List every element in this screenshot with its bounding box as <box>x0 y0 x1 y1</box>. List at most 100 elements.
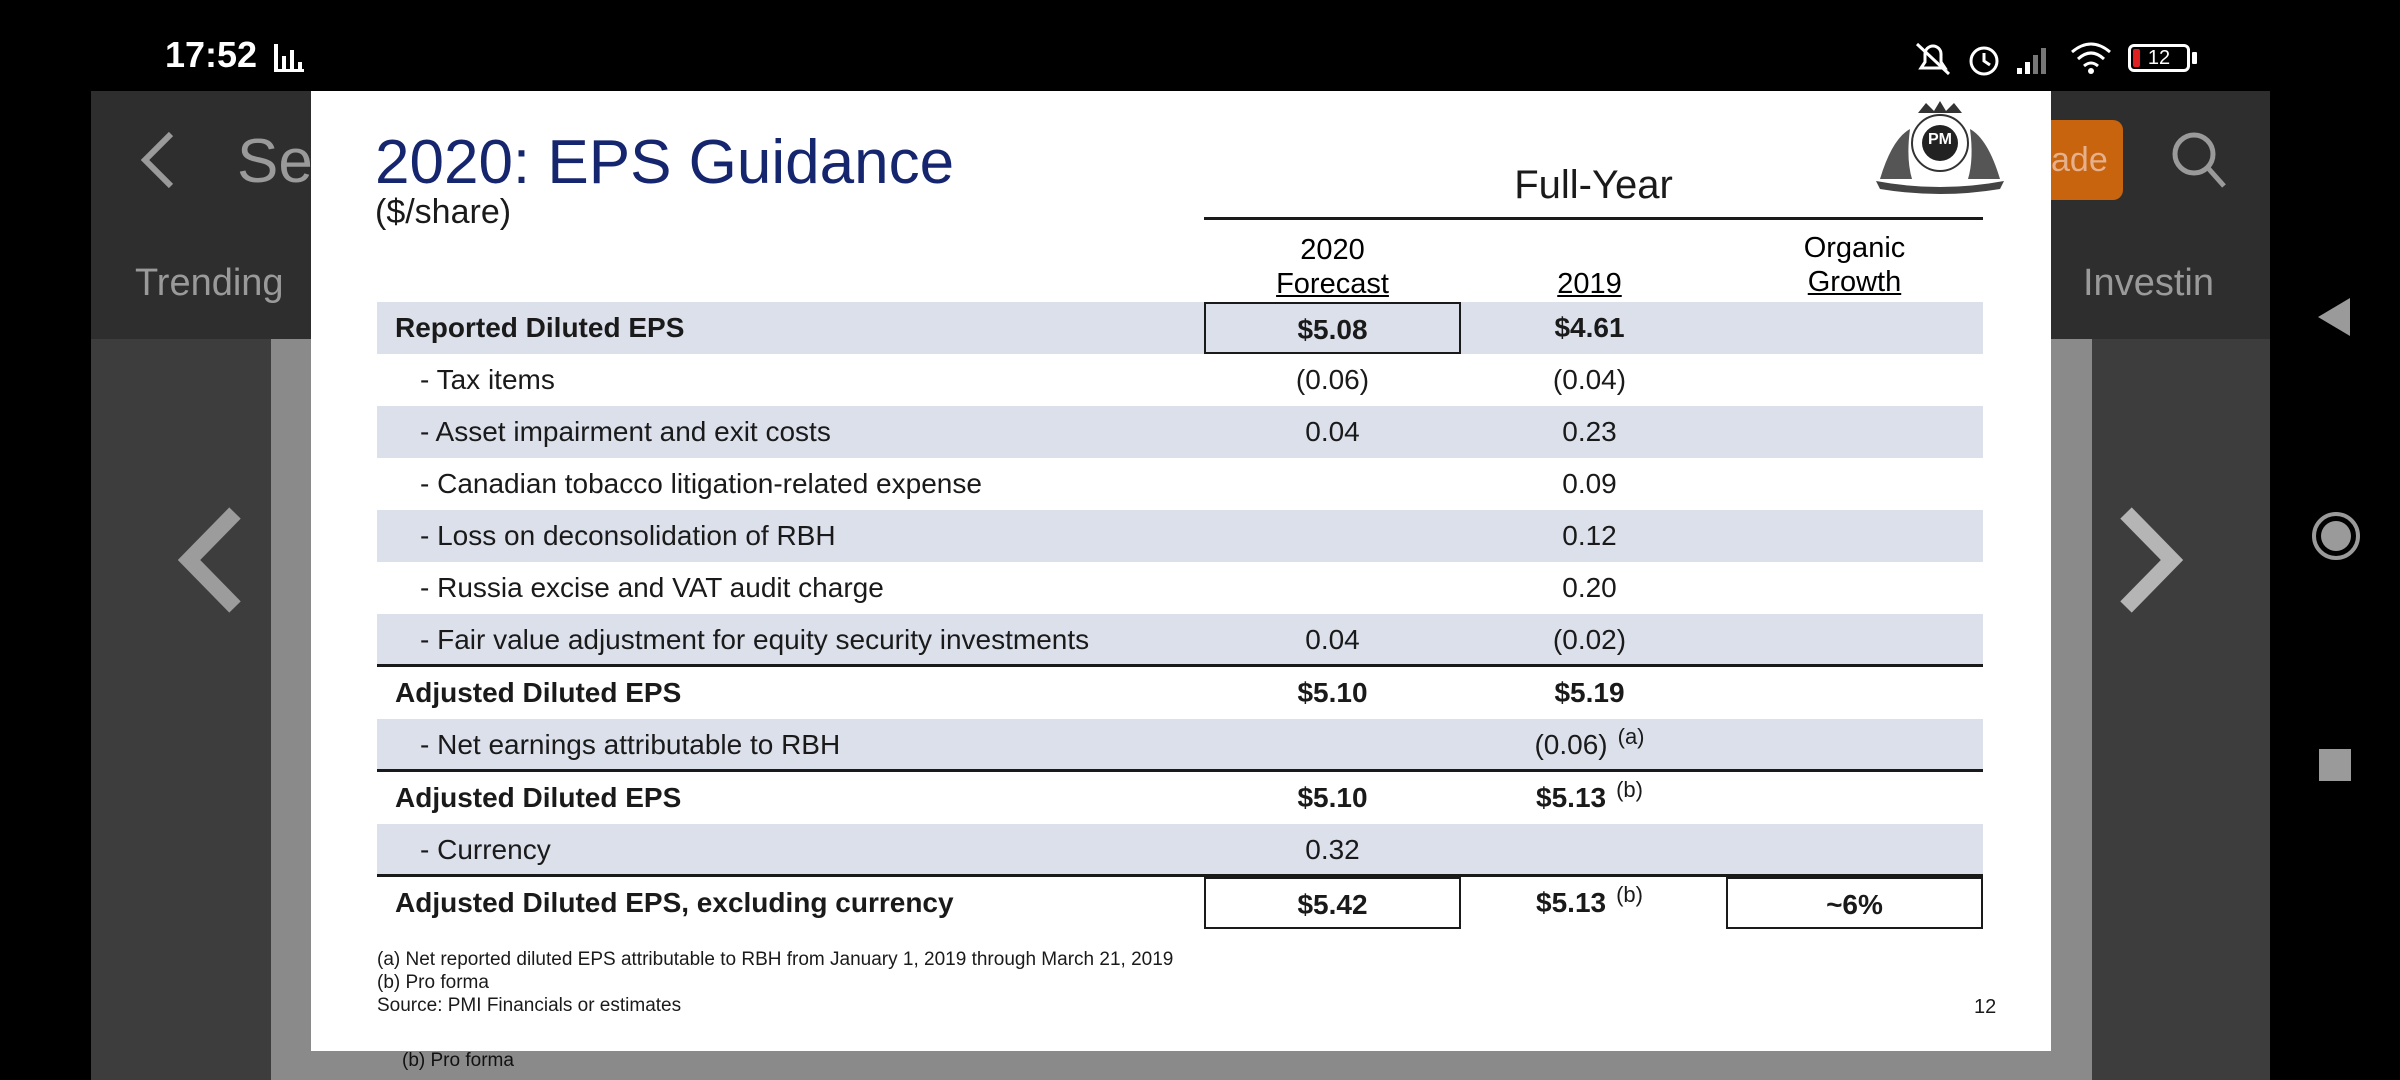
navigation-bar <box>2270 0 2400 1080</box>
y2019-value: (0.06) <box>1534 729 1608 760</box>
slide-title: 2020: EPS Guidance <box>375 128 955 197</box>
forecast-cell <box>1204 458 1461 510</box>
column-header-line1: 2020 <box>1300 234 1365 266</box>
y2019-value: $5.13 <box>1536 782 1607 813</box>
tab-trending[interactable]: Trending <box>135 262 284 304</box>
row-label: - Tax items <box>420 364 555 395</box>
row-label: - Currency <box>420 834 551 865</box>
search-icon[interactable] <box>2168 128 2228 192</box>
row-label: Reported Diluted EPS <box>395 312 685 343</box>
table-row: - Canadian tobacco litigation-related ex… <box>377 458 1983 510</box>
source-note: Source: PMI Financials or estimates <box>377 995 682 1016</box>
table-row: Reported Diluted EPS $5.08 $4.61 <box>377 302 1983 354</box>
y2019-cell: $5.13 (b) <box>1461 877 1718 929</box>
forecast-cell: 0.32 <box>1305 834 1360 865</box>
footnote-b: (b) Pro forma <box>377 972 489 993</box>
row-label: Adjusted Diluted EPS <box>395 782 682 813</box>
table-rule <box>377 664 1983 667</box>
y2019-cell: 0.20 <box>1461 562 1718 614</box>
row-label: - Fair value adjustment for equity secur… <box>420 624 1090 655</box>
column-header-organic-growth: Organic Growth <box>1726 231 1983 299</box>
slide-subtitle: ($/share) <box>375 193 512 231</box>
y2019-cell: 0.12 <box>1461 510 1718 562</box>
back-icon[interactable] <box>135 128 185 192</box>
table-row: Adjusted Diluted EPS $5.10 $5.13 (b) <box>377 772 1983 824</box>
stats-icon <box>274 44 304 72</box>
y2019-cell: 0.09 <box>1461 458 1718 510</box>
pmi-logo <box>1876 101 2004 194</box>
y2019-cell: (0.02) <box>1461 614 1718 666</box>
table-row: - Tax items (0.06) (0.04) <box>377 354 1983 406</box>
column-header-line2: 2019 <box>1557 268 1622 300</box>
status-time: 17:52 <box>165 34 258 75</box>
forecast-cell: 0.04 <box>1305 624 1360 655</box>
column-header-line1: Organic <box>1803 232 1906 264</box>
y2019-value: $4.61 <box>1554 312 1625 343</box>
previous-slide-icon[interactable] <box>175 505 251 615</box>
row-label: - Canadian tobacco litigation-related ex… <box>420 468 982 499</box>
background-footnote: (b) Pro forma <box>402 1050 514 1071</box>
y2019-cell: (0.06) (a) <box>1461 719 1718 771</box>
forecast-cell: $5.08 <box>1204 302 1461 354</box>
forecast-cell: $5.42 <box>1204 877 1461 929</box>
app-side-panel-right <box>2092 339 2270 1080</box>
y2019-cell: (0.04) <box>1461 354 1718 406</box>
footnote-marker: (b) <box>1616 881 1643 907</box>
table-row: - Asset impairment and exit costs 0.04 0… <box>377 406 1983 458</box>
table-rule <box>377 874 1983 877</box>
forecast-cell <box>1204 510 1461 562</box>
mute-icon <box>1915 42 1951 76</box>
column-header-2020-forecast: 2020 Forecast <box>1204 233 1461 301</box>
table-row: - Loss on deconsolidation of RBH 0.12 <box>377 510 1983 562</box>
nav-back-icon[interactable] <box>2314 296 2354 338</box>
column-header-line1 <box>1461 233 1718 267</box>
full-year-rule <box>1204 217 1983 220</box>
y2019-cell: $5.19 <box>1461 667 1718 719</box>
y2019-value: $5.19 <box>1554 677 1625 708</box>
row-label: - Loss on deconsolidation of RBH <box>420 520 836 551</box>
y2019-value: (0.02) <box>1552 624 1627 655</box>
table-row: Adjusted Diluted EPS $5.10 $5.19 <box>377 667 1983 719</box>
next-slide-icon[interactable] <box>2110 505 2186 615</box>
column-header-2019: 2019 <box>1461 233 1718 301</box>
table-row: - Russia excise and VAT audit charge 0.2… <box>377 562 1983 614</box>
column-header-line2: Forecast <box>1276 268 1389 300</box>
forecast-cell: $5.10 <box>1297 782 1368 813</box>
table-row: - Currency 0.32 <box>377 824 1983 876</box>
full-year-header: Full-Year <box>1514 163 1673 207</box>
forecast-cell <box>1204 562 1461 614</box>
y2019-value: (0.04) <box>1552 364 1627 395</box>
battery-tip <box>2192 52 2197 64</box>
row-label: Adjusted Diluted EPS <box>395 677 682 708</box>
slide[interactable]: 2020: EPS Guidance ($/share) PM Full-Yea… <box>311 91 2051 1051</box>
y2019-value: 0.20 <box>1562 572 1617 603</box>
organic-growth-cell: ~6% <box>1726 877 1983 929</box>
y2019-value: 0.12 <box>1562 520 1617 551</box>
table-rule <box>377 769 1983 772</box>
y2019-value: 0.09 <box>1562 468 1617 499</box>
status-bar: 17:52 12 <box>0 0 2270 90</box>
row-label: - Russia excise and VAT audit charge <box>420 572 884 603</box>
nav-home-icon[interactable] <box>2310 510 2362 562</box>
forecast-cell: (0.06) <box>1295 364 1370 395</box>
table-row: Adjusted Diluted EPS, excluding currency… <box>377 877 1983 929</box>
y2019-value: 0.23 <box>1562 416 1617 447</box>
app-side-panel-left <box>91 339 271 1080</box>
wifi-icon <box>2071 42 2111 74</box>
column-header-line2: Growth <box>1807 266 1902 298</box>
y2019-cell: $4.61 <box>1461 302 1718 354</box>
y2019-cell <box>1461 824 1718 876</box>
tab-investing[interactable]: Investin <box>2083 262 2214 304</box>
nav-recents-icon[interactable] <box>2319 749 2351 781</box>
battery-level: 12 <box>2147 47 2171 69</box>
signal-icon <box>2017 48 2046 74</box>
footnote-marker: (a) <box>1617 723 1645 749</box>
y2019-cell: $5.13 (b) <box>1461 772 1718 824</box>
forecast-cell: 0.04 <box>1305 416 1360 447</box>
forecast-cell: $5.10 <box>1297 677 1368 708</box>
footnote-a: (a) Net reported diluted EPS attributabl… <box>377 949 1174 970</box>
footnote-marker: (b) <box>1616 776 1643 802</box>
alarm-icon <box>1969 46 1999 76</box>
upgrade-button[interactable]: ade <box>2051 120 2123 200</box>
table-row: - Net earnings attributable to RBH (0.06… <box>377 719 1983 771</box>
